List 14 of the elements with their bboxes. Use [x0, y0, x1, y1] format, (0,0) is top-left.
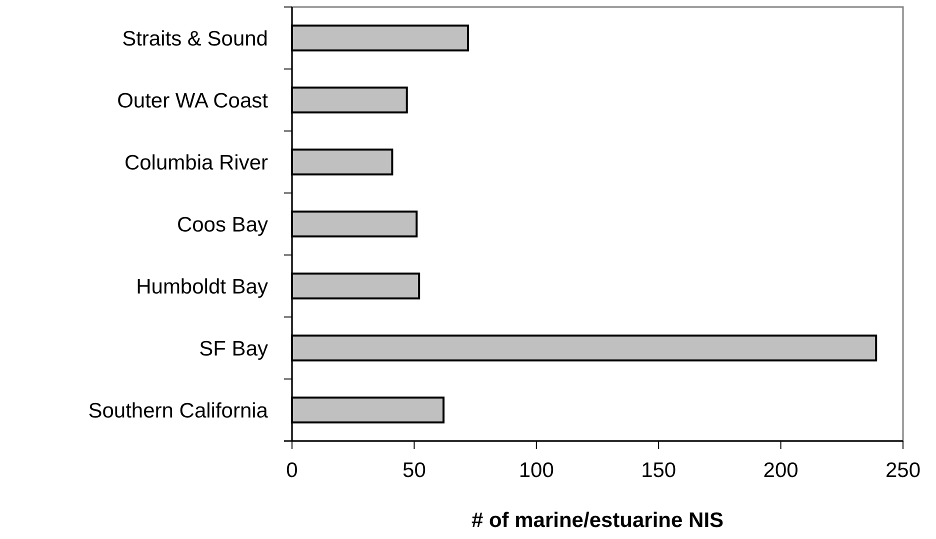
y-tick-label: Outer WA Coast: [117, 89, 268, 112]
y-tick-label: Southern California: [88, 399, 268, 422]
y-tick-label: SF Bay: [199, 337, 268, 360]
x-tick-label: 150: [641, 459, 676, 482]
x-tick-label: 100: [518, 459, 554, 482]
y-tick-label: Columbia River: [124, 151, 268, 174]
x-axis-title: # of marine/estuarine NIS: [471, 509, 724, 532]
x-tick-label: 0: [286, 459, 298, 482]
x-tick-label: 250: [885, 459, 921, 482]
y-tick-label: Straits & Sound: [122, 27, 268, 50]
y-tick-label: Coos Bay: [176, 213, 268, 236]
x-tick-label: 50: [402, 459, 426, 482]
y-tick-label: Humboldt Bay: [136, 275, 268, 298]
x-tick-label: 200: [763, 459, 798, 482]
